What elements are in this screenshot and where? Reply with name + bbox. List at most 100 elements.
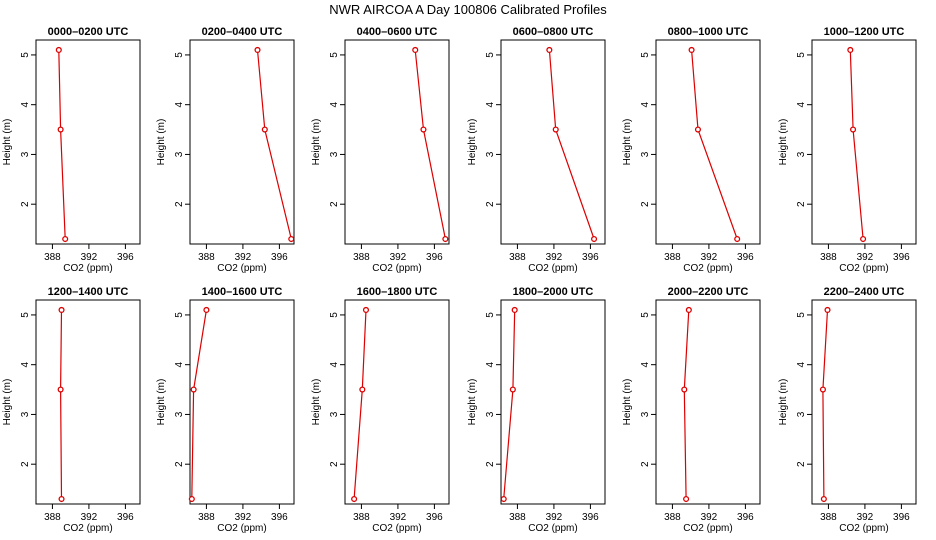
x-tick-label: 392 [235, 252, 252, 263]
y-axis-label: Height (m) [2, 379, 13, 426]
plot-frame [35, 39, 141, 245]
x-tick-label: 388 [198, 512, 215, 523]
panel-title: 0000–0200 UTC [48, 26, 129, 38]
x-tick-label: 388 [44, 512, 61, 523]
data-point [860, 235, 867, 243]
profile-panel: 0000–0200 UTC 388 392 396 2 3 4 5 CO2 (ppm) Heigh… [2, 26, 141, 274]
data-point [203, 306, 210, 314]
data-point [190, 386, 197, 393]
y-tick-label: 3 [20, 411, 31, 417]
data-point [57, 386, 64, 393]
x-axis-label: CO2 (ppm) [683, 523, 732, 534]
series-line [503, 309, 516, 500]
y-tick-label: 3 [20, 151, 31, 157]
y-axis-label: Height (m) [467, 119, 478, 166]
x-tick-label: 392 [857, 252, 874, 263]
panel-title: 1600–1800 UTC [357, 286, 438, 298]
y-axis-label: Height (m) [311, 119, 322, 166]
series-line [191, 309, 207, 500]
x-tick-label: 396 [893, 512, 910, 523]
x-tick-label: 392 [857, 512, 874, 523]
plot-frame [655, 39, 761, 245]
y-axis-label: Height (m) [2, 119, 13, 166]
y-tick-label: 2 [174, 461, 185, 467]
y-tick-label: 5 [640, 312, 651, 318]
profile-panel: 1800–2000 UTC 388 392 396 2 3 4 5 CO2 (ppm) Heigh… [467, 286, 606, 534]
panel-title: 1800–2000 UTC [513, 286, 594, 298]
x-tick-label: 396 [737, 252, 754, 263]
x-tick-label: 392 [81, 252, 98, 263]
x-tick-label: 392 [390, 512, 407, 523]
series-line [822, 309, 829, 500]
series-line [683, 309, 690, 500]
series-line [414, 49, 446, 240]
series-line [58, 49, 66, 240]
profile-panel: 1600–1800 UTC 388 392 396 2 3 4 5 CO2 (ppm) Heigh… [311, 286, 450, 534]
x-tick-label: 388 [509, 252, 526, 263]
x-tick-label: 396 [426, 512, 443, 523]
profile-panel: 2000–2200 UTC 388 392 396 2 3 4 5 CO2 (ppm) Heigh… [622, 286, 761, 534]
y-tick-label: 4 [640, 361, 651, 367]
x-tick-label: 396 [426, 252, 443, 263]
x-tick-label: 396 [117, 512, 134, 523]
x-tick-label: 388 [44, 252, 61, 263]
y-axis-label: Height (m) [622, 379, 633, 426]
y-tick-label: 3 [640, 411, 651, 417]
y-tick-label: 4 [20, 361, 31, 367]
y-tick-label: 4 [640, 101, 651, 107]
y-tick-label: 3 [485, 411, 496, 417]
panel-title: 0800–1000 UTC [668, 26, 749, 38]
x-axis-label: CO2 (ppm) [839, 263, 888, 274]
y-tick-label: 3 [329, 151, 340, 157]
series-line [353, 309, 367, 500]
y-tick-label: 4 [796, 101, 807, 107]
data-point [688, 46, 695, 54]
y-tick-label: 2 [796, 461, 807, 467]
data-point [552, 126, 559, 133]
y-tick-label: 4 [20, 101, 31, 107]
data-point [824, 306, 831, 314]
x-tick-label: 388 [820, 252, 837, 263]
data-point [734, 235, 741, 243]
x-tick-label: 396 [737, 512, 754, 523]
data-point [351, 495, 358, 503]
data-point [62, 235, 69, 243]
y-tick-label: 5 [796, 312, 807, 318]
profile-panel: 1200–1400 UTC 388 392 396 2 3 4 5 CO2 (ppm) Heigh… [2, 286, 141, 534]
y-axis-label: Height (m) [778, 119, 789, 166]
y-tick-label: 5 [20, 52, 31, 58]
x-tick-label: 388 [509, 512, 526, 523]
y-tick-label: 4 [174, 101, 185, 107]
y-tick-label: 5 [329, 52, 340, 58]
panel-title: 0600–0800 UTC [513, 26, 594, 38]
data-point [683, 495, 690, 503]
x-axis-label: CO2 (ppm) [217, 523, 266, 534]
y-tick-label: 3 [796, 151, 807, 157]
y-tick-label: 5 [174, 52, 185, 58]
y-axis-label: Height (m) [467, 379, 478, 426]
y-tick-label: 3 [174, 411, 185, 417]
y-tick-label: 4 [485, 361, 496, 367]
series-line [849, 49, 864, 240]
profile-panel: 0600–0800 UTC 388 392 396 2 3 4 5 CO2 (ppm) Heigh… [467, 26, 606, 274]
profile-panel: 1400–1600 UTC 388 392 396 2 3 4 5 CO2 (ppm) Heigh… [156, 286, 295, 534]
x-axis-label: CO2 (ppm) [839, 523, 888, 534]
data-point [685, 306, 692, 314]
y-tick-label: 5 [485, 312, 496, 318]
data-point [442, 235, 449, 243]
y-tick-label: 2 [796, 201, 807, 207]
y-tick-label: 2 [640, 201, 651, 207]
y-tick-label: 5 [796, 52, 807, 58]
plot-frame [35, 299, 141, 505]
y-tick-label: 2 [174, 201, 185, 207]
plot-frame [344, 39, 450, 245]
profile-panel: 0800–1000 UTC 388 392 396 2 3 4 5 CO2 (ppm) Heigh… [622, 26, 761, 274]
figure-title: NWR AIRCOA A Day 100806 Calibrated Profi… [329, 2, 607, 17]
panels: 0000–0200 UTC 388 392 396 2 3 4 5 CO2 (ppm) Heigh… [2, 26, 917, 534]
x-tick-label: 392 [390, 252, 407, 263]
x-tick-label: 388 [353, 252, 370, 263]
y-tick-label: 2 [485, 461, 496, 467]
y-axis-label: Height (m) [156, 379, 167, 426]
x-tick-label: 396 [582, 512, 599, 523]
